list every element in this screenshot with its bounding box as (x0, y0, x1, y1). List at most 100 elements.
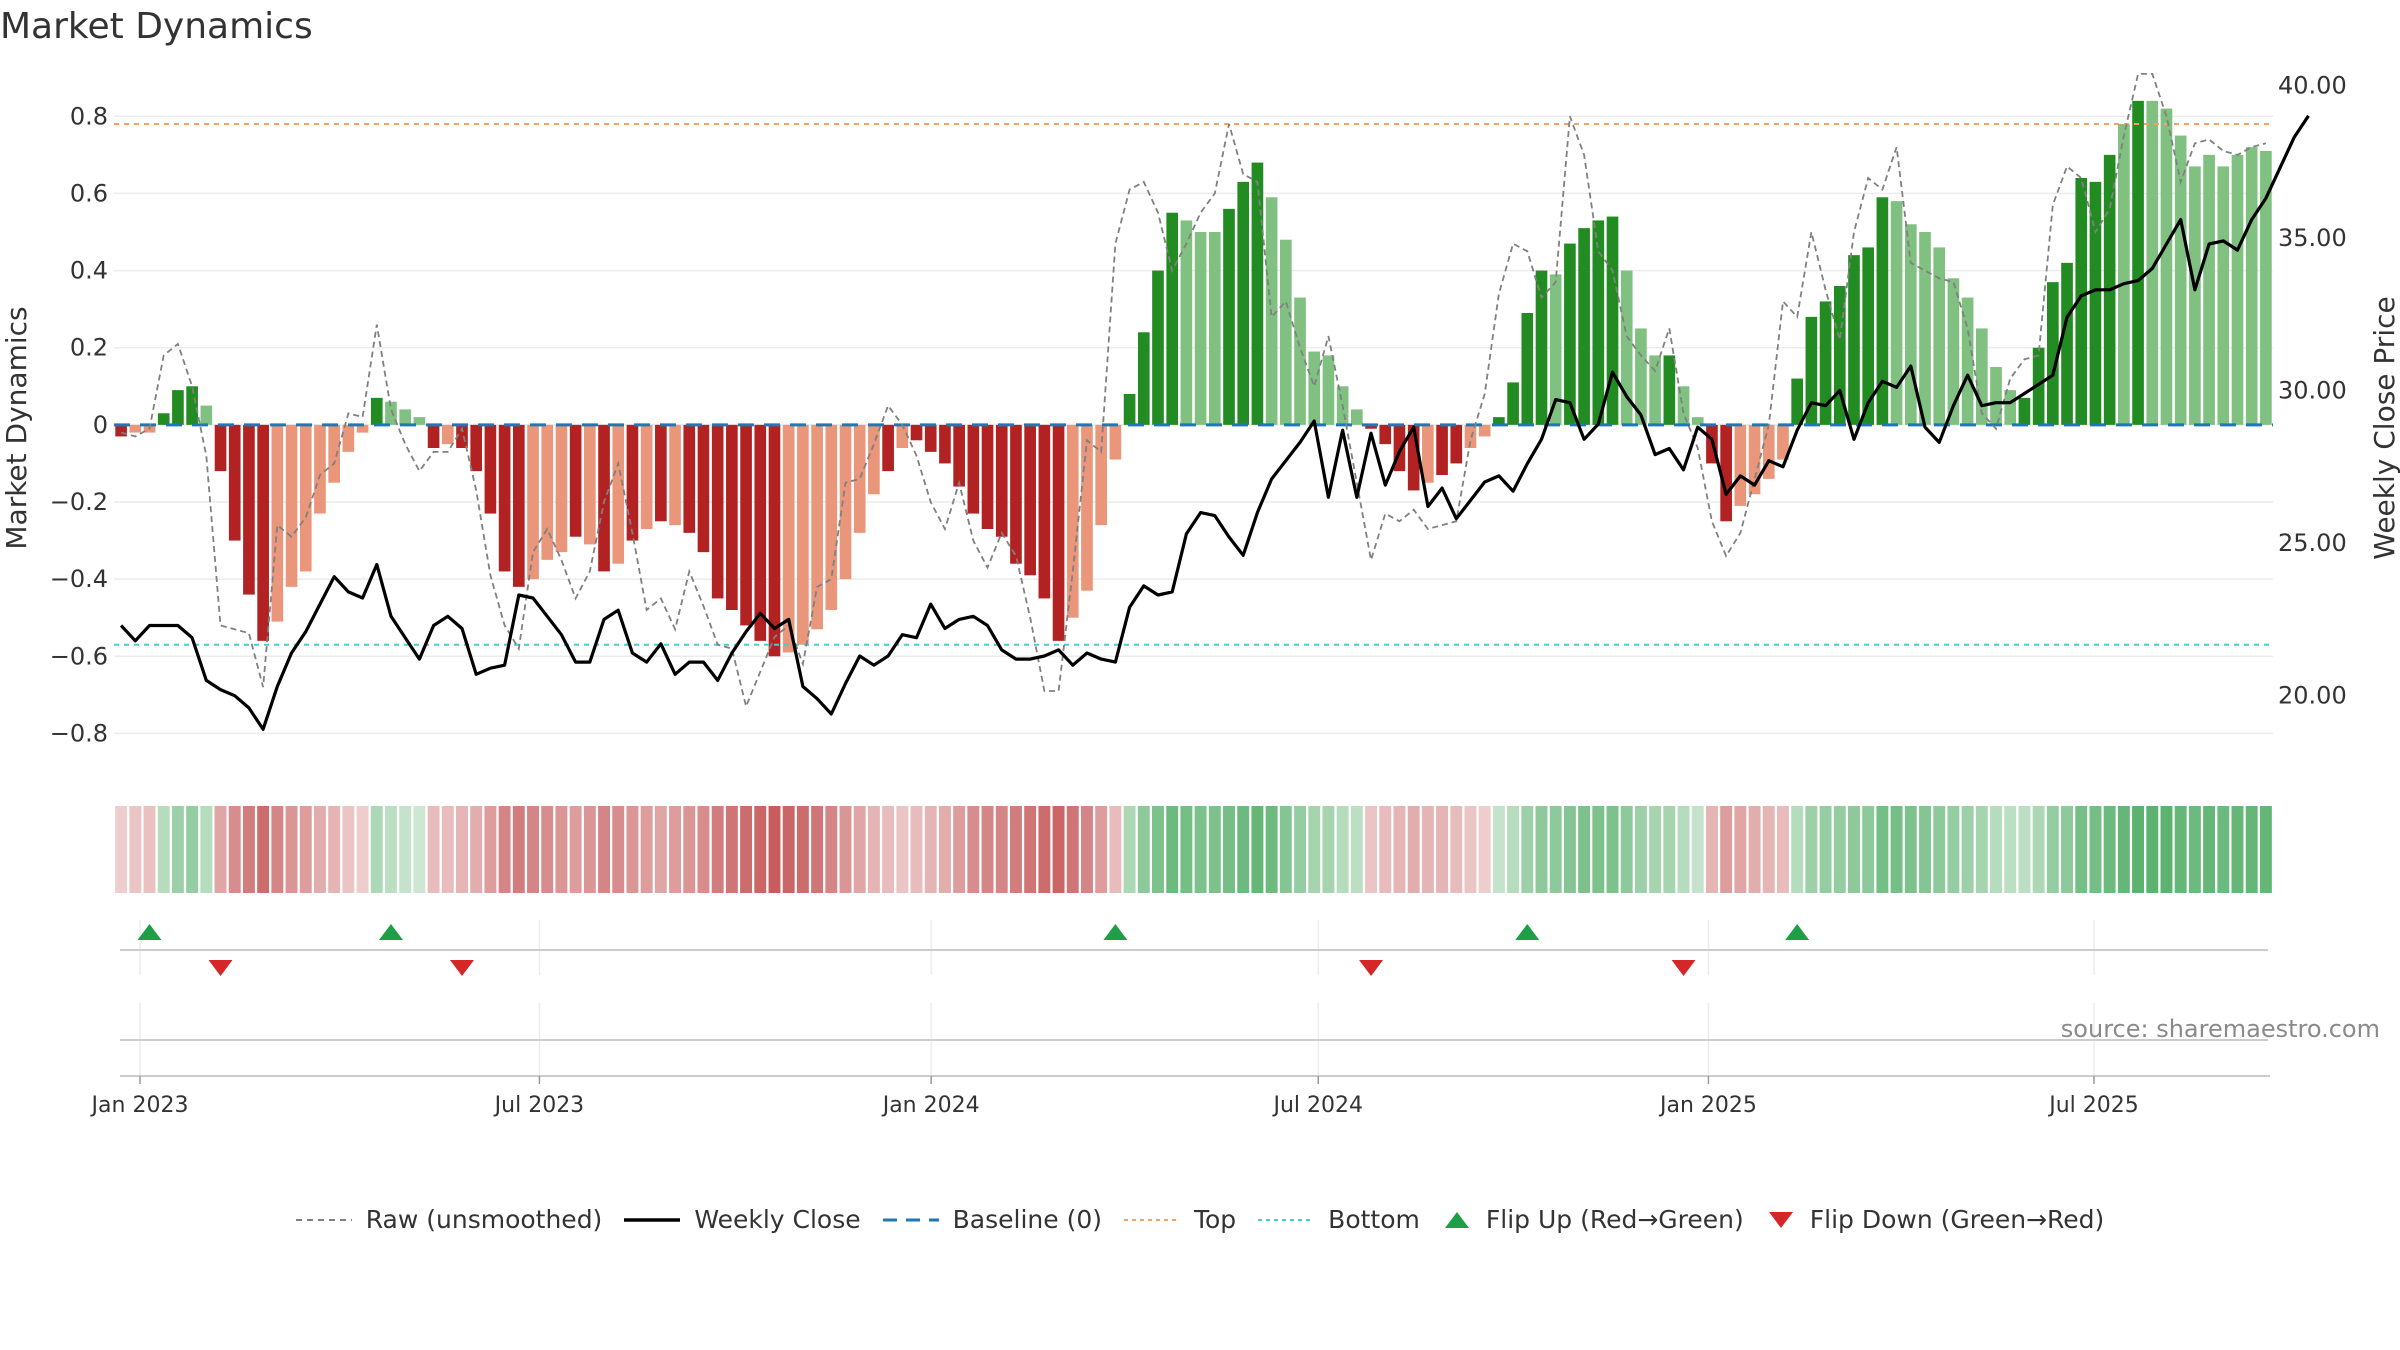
band-cell (2203, 806, 2216, 893)
x-tick-label: Jan 2025 (1658, 1093, 1757, 1118)
legend-label-flipup: Flip Up (Red→Green) (1485, 1205, 1744, 1234)
y2-tick-label: 20.00 (2278, 682, 2347, 710)
dynamics-bar (1478, 424, 1491, 437)
dynamics-bar (1251, 162, 1264, 425)
band-cell (995, 806, 1008, 893)
dynamics-bar (385, 401, 397, 425)
dynamics-bar (1663, 355, 1676, 425)
dynamics-bar (1095, 424, 1107, 526)
band-cell (1904, 806, 1917, 893)
dynamics-bar (2217, 166, 2230, 425)
dynamics-bar (115, 424, 127, 437)
band-cell (1024, 806, 1037, 893)
band-cell (441, 806, 454, 893)
dynamics-bar (882, 424, 894, 472)
band-cell (1478, 806, 1491, 893)
strength-band (115, 806, 2272, 893)
dynamics-bar (2203, 154, 2215, 425)
legend-item-raw: Raw (unsmoothed) (295, 1205, 602, 1234)
dynamics-bar (1635, 328, 1647, 425)
dynamics-bar (669, 424, 681, 526)
band-cell (1961, 806, 1974, 893)
band-cell (1365, 806, 1378, 893)
dynamics-bar (1819, 301, 1832, 425)
band-cell (583, 806, 596, 893)
band-cell (1677, 806, 1690, 893)
dynamics-bar (1365, 424, 1377, 429)
dynamics-bar (356, 424, 369, 433)
dynamics-bar (1748, 424, 1761, 495)
band-cell (1776, 806, 1789, 893)
band-cell (186, 806, 199, 893)
band-cell (1009, 806, 1022, 893)
dynamics-bar (328, 424, 340, 483)
band-cell (1450, 806, 1463, 893)
dynamics-bar (655, 424, 667, 522)
dynamics-bar (370, 397, 383, 425)
dynamics-bar (527, 424, 539, 580)
band-cell (2174, 806, 2187, 893)
band-cell (1563, 806, 1576, 893)
band-cell (1805, 806, 1818, 893)
dynamics-bar (995, 424, 1008, 537)
y2-tick-label: 35.00 (2278, 224, 2347, 252)
dynamics-bar (853, 424, 866, 533)
band-cell (2089, 806, 2102, 893)
dynamics-bar (2160, 108, 2173, 425)
band-cell (754, 806, 767, 893)
dynamics-bar (1010, 424, 1022, 564)
dynamics-bar (1109, 424, 1122, 460)
dynamics-bar (1493, 417, 1505, 425)
dynamics-bar (2061, 262, 2073, 425)
band-cell (228, 806, 241, 893)
band-cell (1052, 806, 1065, 893)
dynamics-bar (768, 424, 781, 657)
flip-up-marker (1785, 924, 1810, 940)
band-cell (1464, 806, 1477, 893)
dynamics-bar (1762, 424, 1775, 479)
band-cell (867, 806, 880, 893)
flip-up-marker (1515, 924, 1540, 940)
band-cell (1606, 806, 1619, 893)
band-cell (1507, 806, 1520, 893)
band-cell (1137, 806, 1150, 893)
band-cell (285, 806, 298, 893)
dynamics-bar (129, 424, 142, 433)
band-cell (853, 806, 866, 893)
dynamics-bar (1848, 255, 1860, 425)
dynamics-bar (598, 424, 610, 572)
axes: 0.8 0.6 0.4 0.2 0 −0.2 −0.4 −0.6 −0.8 40.00 35.00 3… (0, 71, 2400, 1118)
y2-tick-label: 25.00 (2278, 529, 2347, 557)
dynamics-bar (683, 424, 696, 533)
legend-label-bottom: Bottom (1328, 1205, 1420, 1234)
dynamics-bar (1578, 228, 1590, 425)
band-cell (1848, 806, 1860, 893)
dynamics-bar (1066, 424, 1079, 618)
dynamics-bar (1990, 367, 2002, 425)
dynamics-bar (1933, 247, 1946, 425)
dynamics-bar (1450, 424, 1463, 464)
band-cell (512, 806, 525, 893)
band-cell (1308, 806, 1321, 893)
band-cell (924, 806, 937, 893)
band-cell (242, 806, 255, 893)
dynamics-bar (271, 424, 284, 622)
band-cell (910, 806, 923, 893)
band-cell (427, 806, 440, 893)
band-cell (1791, 806, 1804, 893)
band-cell (1521, 806, 1534, 893)
band-cell (1038, 806, 1051, 893)
dynamics-bar (782, 424, 795, 653)
dynamics-bar (157, 413, 170, 425)
dynamics-bar (1862, 247, 1875, 425)
band-cell (299, 806, 312, 893)
band-cell (2046, 806, 2059, 893)
band-cell (697, 806, 710, 893)
legend-item-baseline: Baseline (0) (882, 1205, 1102, 1234)
band-cell (527, 806, 539, 893)
band-cell (1919, 806, 1931, 893)
x-tick-label: Jul 2024 (1271, 1093, 1363, 1118)
band-cell (2188, 806, 2201, 893)
dynamics-bar (2004, 390, 2017, 425)
dynamics-bar (939, 424, 951, 464)
